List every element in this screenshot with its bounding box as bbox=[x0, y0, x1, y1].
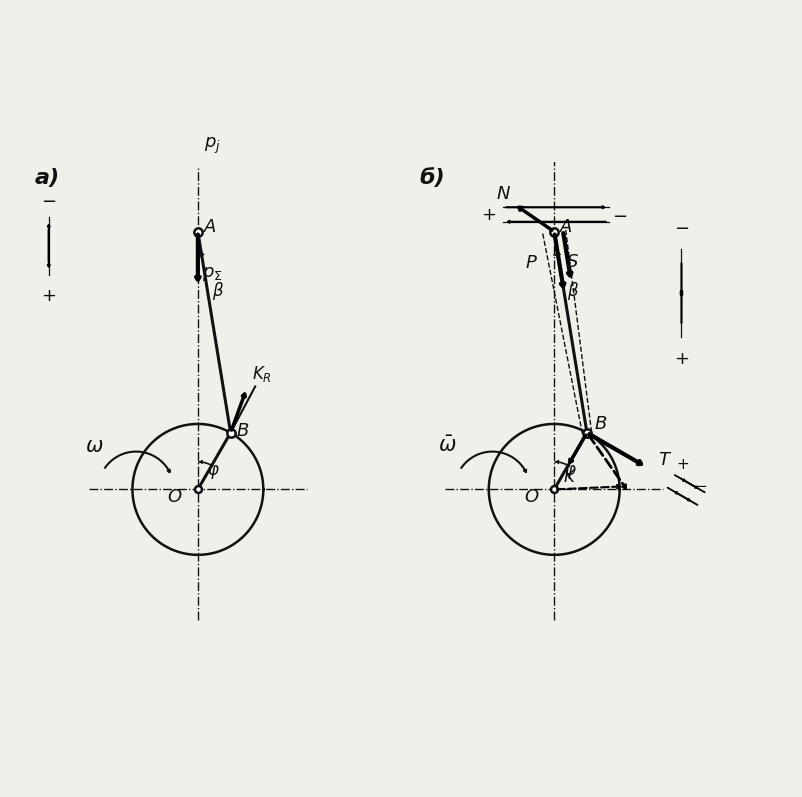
Text: B: B bbox=[593, 415, 606, 433]
Text: $-$: $-$ bbox=[673, 218, 688, 237]
Text: $-$: $-$ bbox=[693, 477, 706, 492]
Text: O: O bbox=[524, 489, 537, 507]
Text: $\varphi$: $\varphi$ bbox=[207, 463, 220, 481]
Text: P: P bbox=[525, 254, 536, 272]
Text: $\varphi$: $\varphi$ bbox=[563, 463, 576, 481]
Text: $K_R$: $K_R$ bbox=[251, 364, 271, 384]
Text: $p_{\Sigma}$: $p_{\Sigma}$ bbox=[202, 265, 222, 283]
Text: B: B bbox=[236, 422, 249, 441]
Text: N: N bbox=[496, 185, 509, 203]
Text: K: K bbox=[563, 468, 573, 486]
Text: $\omega$: $\omega$ bbox=[85, 436, 103, 456]
Text: $\beta$: $\beta$ bbox=[566, 280, 579, 302]
Text: +: + bbox=[41, 287, 56, 305]
Text: A: A bbox=[204, 218, 216, 236]
Text: $p_j$: $p_j$ bbox=[204, 136, 221, 156]
Text: T: T bbox=[658, 451, 669, 469]
Text: $-$: $-$ bbox=[611, 206, 626, 223]
Text: a): a) bbox=[34, 168, 59, 188]
Text: $-$: $-$ bbox=[41, 191, 56, 210]
Text: S: S bbox=[566, 253, 578, 271]
Text: O: O bbox=[168, 489, 181, 507]
Text: б): б) bbox=[419, 168, 445, 188]
Text: +: + bbox=[673, 350, 688, 367]
Text: +: + bbox=[676, 457, 688, 472]
Text: A: A bbox=[559, 218, 572, 236]
Text: $\bar{\omega}$: $\bar{\omega}$ bbox=[437, 435, 456, 456]
Text: $\beta$: $\beta$ bbox=[213, 280, 225, 302]
Text: +: + bbox=[480, 206, 496, 223]
